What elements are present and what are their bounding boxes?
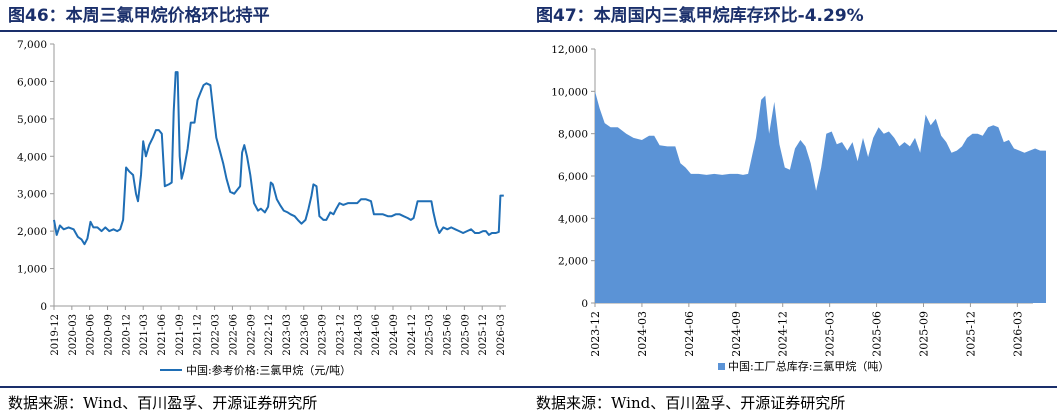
x-tick-label: 2025-09 bbox=[460, 314, 471, 356]
y-tick-label: 8,000 bbox=[558, 129, 588, 141]
y-tick-label: 4,000 bbox=[17, 151, 47, 163]
title-rule bbox=[528, 30, 1057, 32]
legend-label: 中国:参考价格:三氯甲烷（元/吨） bbox=[186, 363, 351, 377]
x-tick-label: 2025-12 bbox=[964, 311, 977, 357]
y-tick-label: 10,000 bbox=[551, 86, 588, 98]
figure-47-panel: 图47：本周国内三氯甲烷库存环比-4.29% 0 2,000 4,000 6,000 8… bbox=[528, 0, 1057, 417]
x-tick-label: 2023-12 bbox=[589, 311, 602, 357]
x-tick-label: 2023-09 bbox=[318, 314, 329, 356]
x-tick-label: 2022-12 bbox=[264, 314, 275, 356]
legend-swatch bbox=[718, 363, 725, 370]
price-chart: 0 1,000 2,000 3,000 4,000 5,000 6,000 7,000 2019… bbox=[8, 34, 518, 382]
y-tick-label: 6,000 bbox=[17, 76, 47, 88]
x-tick-label: 2021-03 bbox=[139, 314, 150, 356]
x-tick-label: 2026-03 bbox=[496, 314, 507, 356]
y-tick-label: 12,000 bbox=[551, 44, 588, 56]
x-tick-label: 2022-06 bbox=[228, 314, 239, 356]
x-tick-label: 2025-06 bbox=[871, 311, 884, 357]
y-tick-label: 6,000 bbox=[558, 171, 588, 183]
source-rule bbox=[528, 386, 1057, 388]
x-tick-label: 2020-06 bbox=[86, 314, 97, 356]
source-note: 数据来源：Wind、百川盈孚、开源证券研究所 bbox=[536, 394, 846, 412]
x-tick-label: 2025-06 bbox=[443, 314, 454, 356]
x-tick-label: 2025-03 bbox=[824, 311, 837, 357]
x-tick-label: 2021-09 bbox=[175, 314, 186, 356]
x-tick-label: 2022-03 bbox=[211, 314, 222, 356]
x-tick-label: 2023-12 bbox=[335, 314, 346, 356]
y-tick-label: 0 bbox=[581, 298, 588, 310]
x-tick-label: 2024-12 bbox=[407, 314, 418, 356]
x-tick-label: 2025-03 bbox=[425, 314, 436, 356]
y-tick-label: 0 bbox=[40, 301, 47, 313]
x-tick-label: 2024-06 bbox=[683, 311, 696, 357]
x-tick-label: 2020-09 bbox=[104, 314, 115, 356]
y-tick-label: 4,000 bbox=[558, 213, 588, 225]
y-tick-label: 2,000 bbox=[17, 226, 47, 238]
x-tick-label: 2024-09 bbox=[730, 311, 743, 357]
x-tick-label: 2026-03 bbox=[1011, 311, 1024, 357]
x-tick-label: 2019-12 bbox=[50, 314, 61, 356]
source-note: 数据来源：Wind、百川盈孚、开源证券研究所 bbox=[8, 394, 318, 412]
x-tick-label: 2023-03 bbox=[282, 314, 293, 356]
x-tick-label: 2022-09 bbox=[246, 314, 257, 356]
x-tick-label: 2024-06 bbox=[371, 314, 382, 356]
title-rule bbox=[0, 30, 528, 32]
inventory-area-chart: 0 2,000 4,000 6,000 8,000 10,000 12,000 2023-12… bbox=[551, 44, 1057, 373]
y-tick-label: 1,000 bbox=[17, 264, 47, 276]
x-tick-label: 2024-09 bbox=[389, 314, 400, 356]
x-tick-label: 2020-12 bbox=[121, 314, 132, 356]
y-tick-label: 7,000 bbox=[17, 39, 47, 51]
x-tick-label: 2024-03 bbox=[353, 314, 364, 356]
x-tick-label: 2021-12 bbox=[193, 314, 204, 356]
x-tick-label: 2020-03 bbox=[68, 314, 79, 356]
y-tick-label: 5,000 bbox=[17, 114, 47, 126]
x-tick-label: 2023-06 bbox=[300, 314, 311, 356]
inventory-chart: 0 2,000 4,000 6,000 8,000 10,000 12,000 2023-12… bbox=[536, 34, 1057, 382]
x-tick-label: 2021-06 bbox=[157, 314, 168, 356]
figure-title: 图46：本周三氯甲烷价格环比持平 bbox=[8, 6, 270, 26]
x-tick-label: 2024-12 bbox=[777, 311, 790, 357]
price-line-chart: 0 1,000 2,000 3,000 4,000 5,000 6,000 7,000 2019… bbox=[17, 39, 507, 377]
y-tick-label: 3,000 bbox=[17, 189, 47, 201]
x-tick-label: 2024-03 bbox=[636, 311, 649, 357]
x-tick-label: 2025-09 bbox=[918, 311, 931, 357]
inventory-area-series bbox=[595, 91, 1057, 303]
y-tick-label: 2,000 bbox=[558, 256, 588, 268]
legend-label: 中国:工厂总库存:三氯甲烷（吨） bbox=[728, 359, 889, 373]
source-rule bbox=[0, 386, 528, 388]
figure-title: 图47：本周国内三氯甲烷库存环比-4.29% bbox=[536, 6, 864, 26]
figure-46-panel: 图46：本周三氯甲烷价格环比持平 0 1,000 2,000 3,000 4,000 5,… bbox=[0, 0, 528, 417]
price-line-series bbox=[53, 71, 504, 246]
x-tick-label: 2025-12 bbox=[478, 314, 489, 356]
